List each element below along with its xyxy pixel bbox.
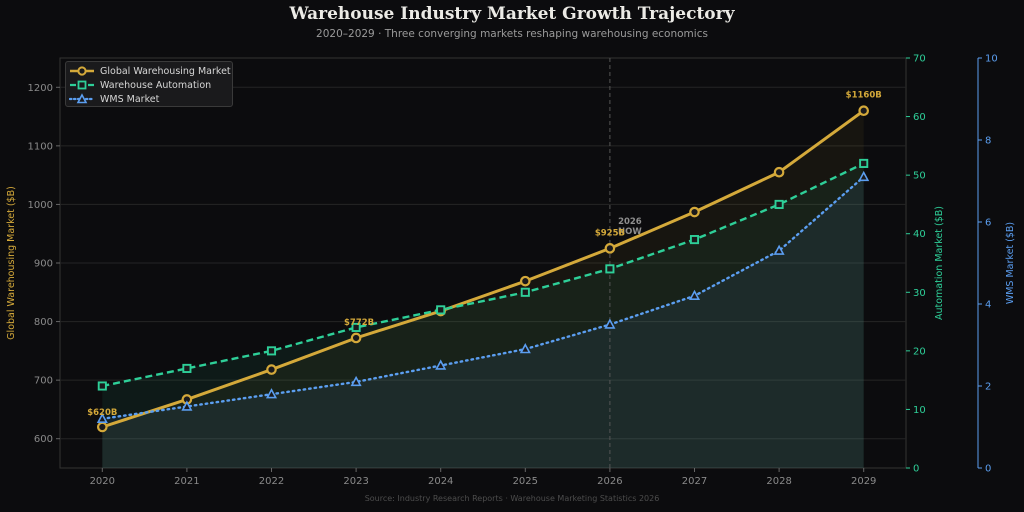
area-fill-2 <box>102 176 864 468</box>
marker-global <box>858 105 869 117</box>
x-tick-label: 2027 <box>682 476 707 487</box>
value-annotation: $772B <box>344 318 374 328</box>
marker-automation <box>351 322 361 332</box>
marker-wms <box>96 412 108 424</box>
marker-global <box>689 206 700 218</box>
legend-label-automation: Warehouse Automation <box>100 79 212 91</box>
marker-automation <box>436 305 446 315</box>
left-axis-label: Global Warehousing Market ($B) <box>6 186 17 340</box>
marker-global <box>519 275 531 287</box>
right-tick-label: 30 <box>913 288 926 299</box>
marker-global <box>604 243 616 254</box>
source-note: Source: Industry Research Reports · Ware… <box>364 494 660 503</box>
marker-global <box>350 332 362 344</box>
now-label-text: NOW <box>618 227 642 237</box>
right2-tick-label: 4 <box>985 300 991 311</box>
marker-automation <box>520 287 530 297</box>
value-annotation: $620B <box>87 408 117 418</box>
legend-item-global: Global Warehousing Market <box>66 64 232 78</box>
legend-swatch-global <box>70 66 94 76</box>
right-axis-label: Automation Market ($B) <box>934 206 945 320</box>
chart-subtitle: 2020–2029 · Three converging markets res… <box>316 28 708 40</box>
x-tick-label: 2022 <box>259 476 284 487</box>
right2-tick-label: 2 <box>985 382 991 393</box>
right-tick-label: 10 <box>913 405 926 416</box>
marker-automation <box>97 381 107 391</box>
right2-tick-label: 6 <box>985 218 991 229</box>
legend-swatch-automation <box>70 80 94 90</box>
right-tick-label: 70 <box>913 54 926 65</box>
marker-automation <box>774 199 784 209</box>
marker-wms <box>181 400 193 411</box>
left-tick-label: 600 <box>34 434 53 445</box>
marker-automation <box>182 363 192 373</box>
marker-wms <box>604 318 616 329</box>
marker-wms <box>688 289 701 301</box>
right-tick-label: 50 <box>913 171 926 182</box>
x-tick-label: 2028 <box>766 476 791 487</box>
x-tick-label: 2020 <box>90 476 115 487</box>
series-line-circle <box>100 109 866 429</box>
marker-automation <box>266 346 277 356</box>
marker-wms <box>858 170 870 182</box>
right-tick-label: 20 <box>913 346 926 357</box>
left-tick-label: 1200 <box>28 83 53 94</box>
right-tick-label: 40 <box>913 229 926 240</box>
value-annotation: $925B <box>595 228 625 238</box>
series-line-square <box>102 162 865 388</box>
marker-automation <box>605 264 615 274</box>
marker-wms <box>773 244 785 255</box>
marker-automation <box>859 158 869 168</box>
x-tick-label: 2021 <box>174 476 199 487</box>
legend: Global Warehousing Market Warehouse Auto… <box>65 61 233 107</box>
legend-label-wms: WMS Market <box>100 93 160 105</box>
legend-label-global: Global Warehousing Market <box>100 65 231 77</box>
right-tick-label: 60 <box>913 112 926 123</box>
area-fill-0 <box>102 110 864 468</box>
marker-global <box>773 166 785 178</box>
left-tick-label: 700 <box>34 376 53 387</box>
marker-wms <box>350 375 362 387</box>
right2-axis-label: WMS Market ($B) <box>1005 222 1016 304</box>
left-tick-label: 1100 <box>28 141 53 152</box>
series-line-triangle <box>101 175 865 420</box>
now-label-year: 2026 <box>618 217 642 227</box>
x-tick-label: 2029 <box>851 476 876 487</box>
right2-tick-label: 10 <box>985 54 998 65</box>
value-annotation: $1160B <box>846 91 882 101</box>
right-tick-label: 0 <box>913 464 919 475</box>
left-tick-label: 900 <box>34 259 53 270</box>
legend-item-wms: WMS Market <box>66 92 232 106</box>
right2-tick-label: 8 <box>985 136 991 147</box>
marker-automation <box>689 235 700 245</box>
legend-item-automation: Warehouse Automation <box>66 78 232 92</box>
legend-swatch-wms <box>69 93 95 104</box>
chart-title: Warehouse Industry Market Growth Traject… <box>289 4 735 24</box>
x-tick-label: 2026 <box>597 476 622 487</box>
x-tick-label: 2025 <box>513 476 538 487</box>
marker-wms <box>519 343 531 354</box>
marker-global <box>266 364 277 375</box>
marker-global <box>97 421 108 433</box>
left-tick-label: 800 <box>34 317 53 328</box>
marker-wms <box>265 388 278 399</box>
left-tick-label: 1000 <box>28 200 53 211</box>
x-tick-label: 2024 <box>428 476 453 487</box>
right2-tick-label: 0 <box>985 464 991 475</box>
marker-wms <box>435 359 447 370</box>
x-tick-label: 2023 <box>343 476 368 487</box>
